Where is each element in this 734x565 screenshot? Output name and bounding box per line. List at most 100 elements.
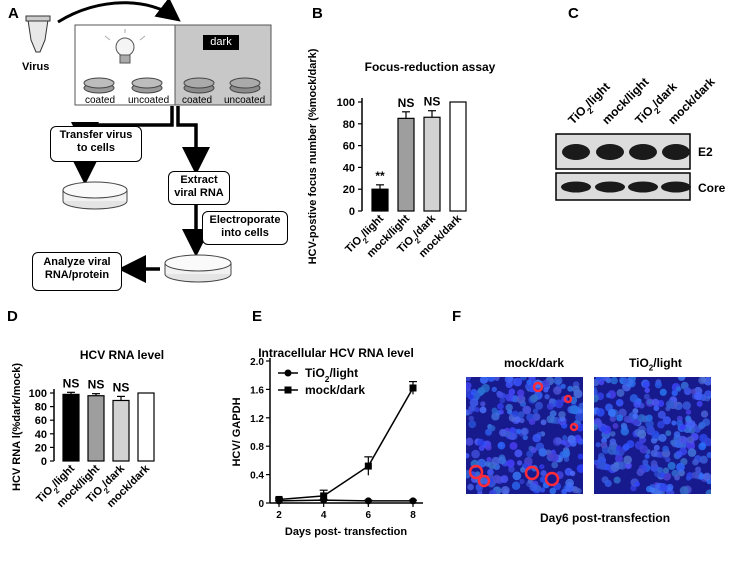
y-tick-label: 20 — [343, 184, 355, 196]
virus-label: Virus — [22, 61, 50, 73]
nucleus — [610, 463, 620, 472]
nucleus — [508, 388, 516, 396]
nucleus — [497, 441, 506, 450]
nucleus — [565, 483, 574, 493]
nucleus — [690, 388, 697, 395]
nucleus — [676, 404, 683, 411]
nucleus — [704, 390, 711, 397]
nucleus — [637, 414, 646, 422]
nucleus — [477, 387, 486, 396]
nucleus — [549, 487, 557, 494]
nucleus — [572, 486, 580, 494]
significance-label: NS — [424, 95, 441, 109]
nucleus — [624, 462, 632, 469]
nucleus — [554, 399, 564, 409]
nucleus — [516, 389, 525, 397]
nucleus — [519, 478, 525, 485]
nucleus — [616, 414, 624, 422]
nucleus — [491, 412, 500, 421]
nucleus — [609, 438, 617, 445]
nucleus — [634, 481, 640, 487]
nucleus — [677, 377, 686, 381]
nucleus — [706, 451, 711, 458]
y-tick-label: 80 — [343, 119, 355, 131]
nucleus — [602, 377, 610, 382]
infected-cell — [532, 381, 544, 393]
y-tick-label: 40 — [35, 429, 47, 441]
bar — [87, 395, 105, 462]
legend-label: mock/dark — [305, 383, 365, 397]
micrograph-tio2-light — [594, 377, 711, 494]
nucleus — [540, 470, 547, 477]
nucleus — [673, 431, 681, 438]
e2-band — [662, 144, 690, 160]
nucleus — [572, 385, 580, 393]
infected-cell — [569, 422, 579, 432]
x-tick-label: 8 — [410, 510, 416, 521]
legend-label: TiO2/light — [305, 366, 358, 384]
nucleus — [656, 451, 664, 458]
nucleus — [623, 415, 631, 423]
nucleus — [705, 489, 711, 494]
nucleus — [658, 433, 667, 442]
nucleus — [515, 428, 522, 435]
micrograph-mock-dark — [466, 377, 583, 494]
nucleus — [629, 394, 639, 403]
nucleus — [597, 461, 606, 470]
nucleus — [522, 434, 528, 441]
analyze-box: Analyze viral RNA/protein — [32, 252, 122, 291]
nucleus — [685, 409, 692, 415]
electroporate-box: Electroporate into cells — [202, 211, 288, 245]
nucleus — [524, 383, 532, 390]
petri-dish-icon-2 — [164, 254, 232, 283]
nucleus — [605, 392, 611, 398]
nucleus — [682, 401, 691, 410]
virus-tube-icon — [25, 15, 51, 53]
nucleus — [699, 455, 708, 464]
nucleus — [700, 377, 707, 383]
nucleus — [670, 439, 676, 446]
nucleus — [675, 386, 682, 392]
data-point — [275, 495, 283, 503]
nucleus — [576, 464, 583, 473]
panel-b-label: B — [312, 5, 323, 22]
infected-cell — [477, 474, 491, 488]
legend-marker — [284, 386, 292, 394]
infected-cell — [468, 464, 484, 480]
nucleus — [595, 442, 601, 448]
nucleus — [645, 414, 653, 422]
nucleus — [549, 398, 555, 404]
electroporate-box-line1: Electroporate — [209, 214, 281, 226]
panel-a-label: A — [8, 5, 19, 22]
electroporate-box-line2: into cells — [221, 227, 269, 239]
nucleus — [651, 430, 660, 440]
y-tick-label: 0 — [258, 499, 264, 510]
nucleus — [492, 474, 501, 484]
nucleus — [489, 425, 496, 432]
nucleus — [466, 391, 470, 398]
analyze-box-line1: Analyze viral — [43, 256, 111, 268]
nucleus — [614, 454, 623, 463]
nucleus — [505, 393, 514, 402]
core-band — [561, 181, 591, 193]
y-tick-label: 1.6 — [250, 385, 264, 396]
nucleus — [520, 428, 528, 436]
y-tick-label: 0.4 — [250, 471, 264, 482]
nucleus — [685, 415, 692, 422]
nucleus — [487, 468, 494, 476]
nucleus — [678, 435, 687, 444]
chart-title: Intracellular HCV RNA level — [258, 346, 414, 360]
transfer-virus-box: Transfer virus to cells — [50, 126, 142, 162]
y-axis-label: HCV/ GAPDH — [231, 397, 243, 466]
petri-dish-icon — [62, 181, 128, 210]
nucleus — [662, 467, 670, 474]
nucleus — [679, 486, 689, 494]
nucleus — [558, 411, 566, 419]
data-point — [409, 497, 417, 505]
nucleus — [499, 397, 506, 404]
panel-f-label: F — [452, 308, 462, 325]
nucleus — [667, 461, 676, 470]
y-tick-label: 100 — [337, 97, 355, 109]
nucleus — [622, 377, 629, 385]
nucleus — [654, 483, 661, 489]
